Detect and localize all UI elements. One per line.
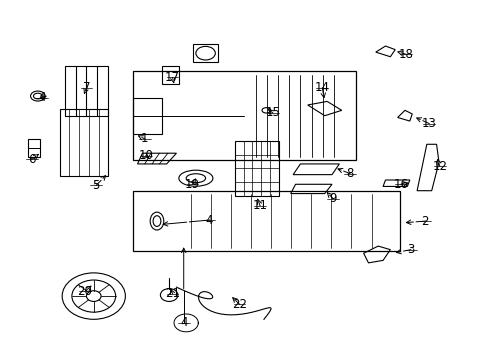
Text: 11: 11 [252,199,267,212]
Text: 5: 5 [92,179,100,192]
Text: 12: 12 [431,160,447,173]
Text: 8: 8 [346,167,353,180]
Text: 15: 15 [264,106,280,120]
Text: 3: 3 [407,243,414,256]
Text: 4: 4 [180,316,187,329]
Text: 22: 22 [232,298,246,311]
Text: 10: 10 [138,149,153,162]
Text: 13: 13 [421,117,436,130]
Text: 17: 17 [165,71,180,84]
Bar [162,66,179,84]
Bar [60,109,108,176]
Text: 4: 4 [205,213,213,226]
Text: 16: 16 [393,178,408,191]
Text: 2: 2 [421,215,428,228]
Text: 21: 21 [165,287,180,300]
Text: 14: 14 [314,81,329,94]
Text: 7: 7 [82,81,90,94]
Bar [234,141,278,196]
Text: 20: 20 [78,285,92,298]
Text: 19: 19 [184,178,200,191]
Bar [132,71,356,160]
Bar [193,44,217,62]
Bar [132,191,399,251]
Text: 9: 9 [328,192,336,205]
Bar [28,139,40,157]
Text: 4: 4 [38,91,45,104]
Bar [64,66,108,116]
Text: 18: 18 [398,48,412,61]
Bar [132,98,162,134]
Text: 1: 1 [141,132,148,145]
Text: 6: 6 [28,153,36,166]
